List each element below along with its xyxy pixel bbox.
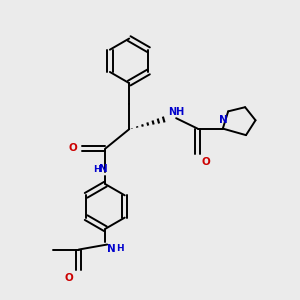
Text: H: H	[93, 165, 100, 174]
Text: O: O	[64, 273, 73, 283]
Text: O: O	[69, 143, 77, 153]
Text: N: N	[99, 164, 108, 174]
Text: NH: NH	[168, 107, 184, 117]
Text: N: N	[219, 115, 228, 125]
Text: H: H	[116, 244, 123, 253]
Text: N: N	[107, 244, 116, 254]
Text: O: O	[201, 157, 210, 167]
